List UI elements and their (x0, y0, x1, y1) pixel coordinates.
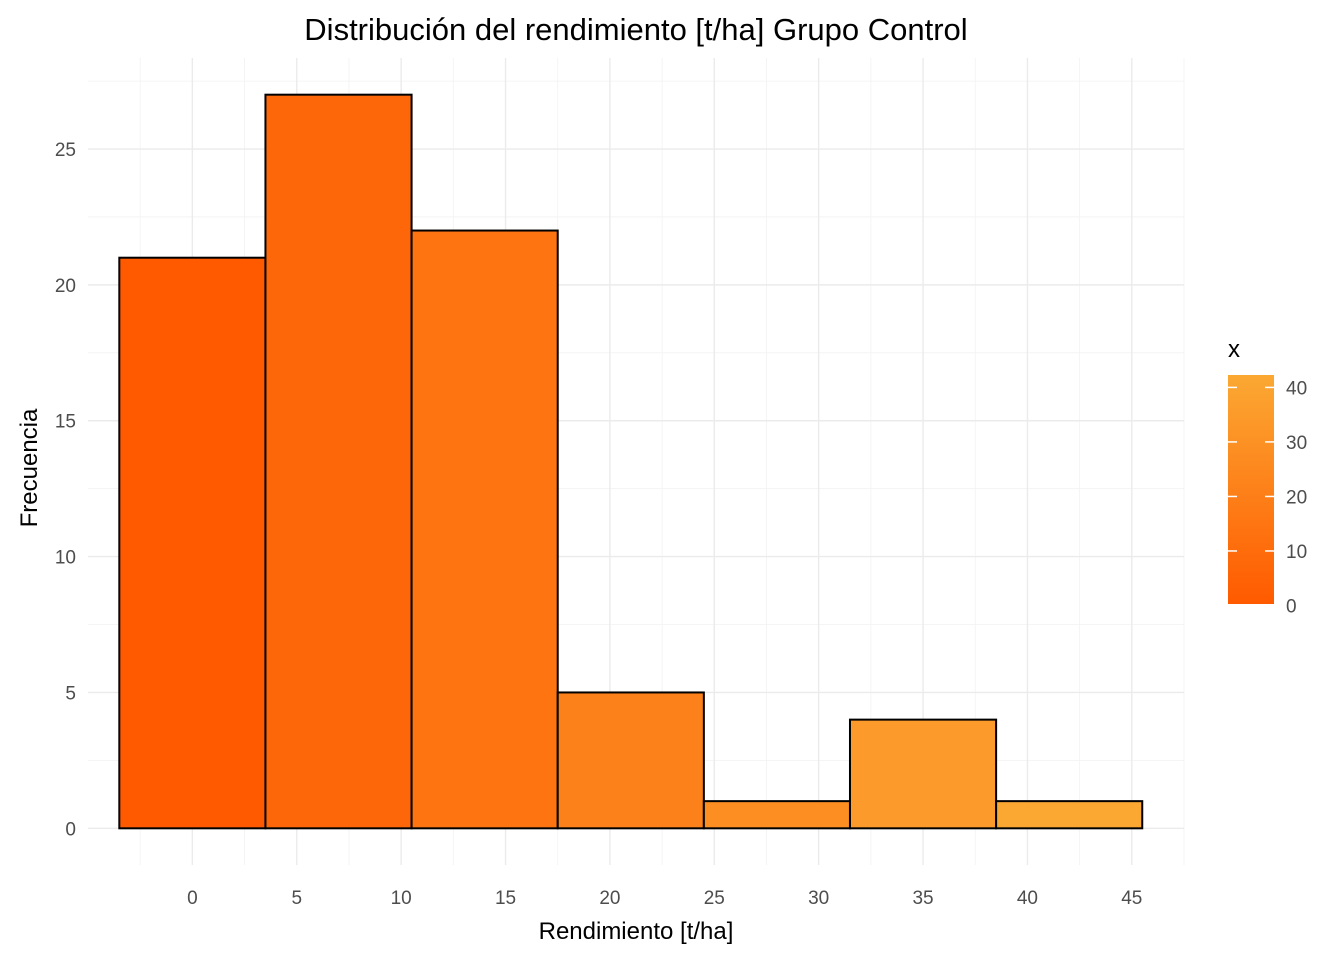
legend-tick-label: 20 (1286, 487, 1307, 508)
chart-title: Distribución del rendimiento [t/ha] Grup… (304, 12, 967, 47)
histogram-bar (264, 93, 413, 830)
y-tick-label: 10 (55, 548, 76, 569)
legend-tick-label: 0 (1286, 597, 1297, 618)
legend-tick-label: 40 (1286, 378, 1307, 399)
histogram-bar (118, 256, 267, 830)
legend-ticks: 0 10 20 30 40 (1228, 378, 1307, 618)
x-tick-label: 5 (291, 888, 302, 909)
color-legend: x 0 10 20 30 40 (1228, 336, 1307, 618)
histogram-bar (848, 718, 998, 830)
x-tick-label: 25 (704, 888, 725, 909)
legend-tick-label: 10 (1286, 542, 1307, 563)
y-axis-ticks: 0 5 10 15 20 25 (55, 140, 76, 840)
legend-tick-label: 30 (1286, 433, 1307, 454)
histogram-bar (410, 229, 559, 830)
x-tick-label: 45 (1121, 888, 1142, 909)
y-tick-label: 15 (55, 412, 76, 433)
legend-colorbar (1228, 375, 1274, 604)
y-tick-label: 20 (55, 276, 76, 297)
y-axis-title: Frecuencia (16, 408, 43, 527)
histogram-bar (556, 691, 705, 830)
x-axis-title: Rendimiento [t/ha] (539, 918, 734, 945)
y-tick-label: 25 (55, 140, 76, 161)
bars (118, 93, 1144, 830)
x-tick-label: 40 (1017, 888, 1038, 909)
x-tick-label: 30 (808, 888, 829, 909)
x-tick-label: 35 (912, 888, 933, 909)
legend-title: x (1228, 336, 1240, 363)
y-tick-label: 0 (65, 819, 76, 840)
x-axis-ticks: 0 5 10 15 20 25 30 35 40 45 (187, 888, 1142, 909)
x-tick-label: 15 (495, 888, 516, 909)
histogram-bar (995, 800, 1144, 830)
x-tick-label: 10 (391, 888, 412, 909)
x-tick-label: 0 (187, 888, 198, 909)
x-tick-label: 20 (599, 888, 620, 909)
histogram-bar (702, 800, 851, 830)
y-tick-label: 5 (65, 683, 76, 704)
